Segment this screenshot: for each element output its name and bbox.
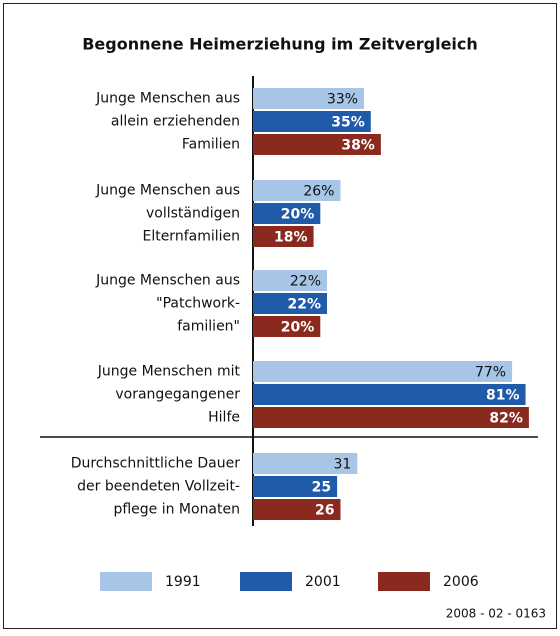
legend-label: 2001 (305, 574, 341, 590)
bar (253, 316, 321, 337)
value-label: 77% (475, 365, 506, 381)
category-label: Junge Menschen aus (95, 91, 240, 107)
value-label: 20% (281, 207, 315, 223)
value-label: 81% (486, 388, 520, 404)
category-label: "Patchwork- (156, 296, 240, 312)
bar (253, 476, 338, 497)
legend-swatch (240, 572, 292, 591)
bar (253, 499, 341, 520)
value-label: 18% (274, 230, 308, 246)
value-label: 82% (489, 411, 523, 427)
value-label: 20% (281, 320, 315, 336)
bar (253, 270, 328, 291)
value-label: 26% (303, 184, 334, 200)
value-label: 22% (288, 297, 322, 313)
bar (253, 453, 358, 474)
bar (253, 407, 529, 428)
category-label: vorangegangener (115, 387, 240, 403)
bar (253, 111, 371, 132)
value-label: 22% (290, 274, 321, 290)
category-label: Junge Menschen aus (95, 183, 240, 199)
category-label: Junge Menschen aus (95, 273, 240, 289)
legend-label: 1991 (165, 574, 201, 590)
bar (253, 384, 526, 405)
category-label: Junge Menschen mit (97, 364, 241, 380)
category-label: Durchschnittliche Dauer (71, 456, 241, 472)
bar (253, 361, 513, 382)
value-label: 31 (333, 457, 351, 473)
category-label: familien" (177, 319, 240, 335)
chart-title: Begonnene Heimerziehung im Zeitvergleich (82, 35, 478, 54)
bar (253, 226, 314, 247)
category-label: allein erziehenden (111, 114, 240, 130)
value-label: 26 (315, 503, 334, 519)
legend-label: 2006 (443, 574, 479, 590)
category-label: Hilfe (208, 410, 240, 426)
note: 2008 - 02 - 0163 (446, 607, 546, 621)
category-label: pflege in Monaten (113, 502, 240, 518)
category-label: Elternfamilien (142, 229, 240, 245)
bar (253, 134, 381, 155)
bar (253, 180, 341, 201)
legend-swatch (100, 572, 152, 591)
value-label: 35% (331, 115, 365, 131)
value-label: 33% (327, 92, 358, 108)
category-label: Familien (182, 137, 240, 153)
bar (253, 88, 365, 109)
category-label: der beendeten Vollzeit- (77, 479, 240, 495)
value-label: 25 (312, 480, 331, 496)
category-label: vollständigen (146, 206, 240, 222)
bar (253, 203, 321, 224)
legend-swatch (378, 572, 430, 591)
bar (253, 293, 328, 314)
value-label: 38% (341, 138, 375, 154)
